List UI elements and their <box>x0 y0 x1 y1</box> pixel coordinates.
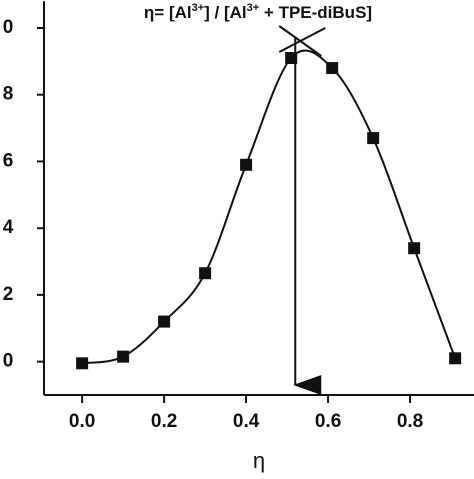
y-tick-label: 6 <box>3 150 14 171</box>
annotation-part: + TPE-diBuS] <box>259 3 372 22</box>
x-axis-label: η <box>253 448 265 473</box>
marker <box>449 352 462 365</box>
marker <box>76 357 89 370</box>
tangent <box>278 25 322 57</box>
marker <box>158 315 171 328</box>
y-tick-label: 2 <box>3 284 14 305</box>
fit-curve <box>81 49 457 365</box>
x-tick-label: 0.6 <box>315 411 341 432</box>
marker <box>367 132 380 145</box>
annotation-part: ] / [Al <box>204 3 247 22</box>
marker <box>285 52 298 65</box>
annotation-part: 3+ <box>192 2 205 14</box>
y-tick-label: 8 <box>3 84 14 105</box>
x-tick-label: 0.2 <box>151 411 177 432</box>
tangent <box>278 27 326 53</box>
y-tick-label: 4 <box>3 217 14 238</box>
x-tick-label: 0.0 <box>69 411 95 432</box>
marker <box>326 62 339 75</box>
x-tick-label: 0.8 <box>397 411 423 432</box>
marker <box>199 267 212 280</box>
marker <box>408 242 421 255</box>
y-tick-label: 0 <box>3 17 14 38</box>
marker <box>240 158 253 171</box>
annotation-part: η= [Al <box>144 3 192 22</box>
marker <box>117 350 130 363</box>
x-tick-label: 0.4 <box>233 411 260 432</box>
y-tick-label: 0 <box>3 351 14 372</box>
annotation: η= [Al3+] / [Al3+ + TPE-diBuS] <box>144 2 372 23</box>
annotation-part: 3+ <box>247 2 260 14</box>
